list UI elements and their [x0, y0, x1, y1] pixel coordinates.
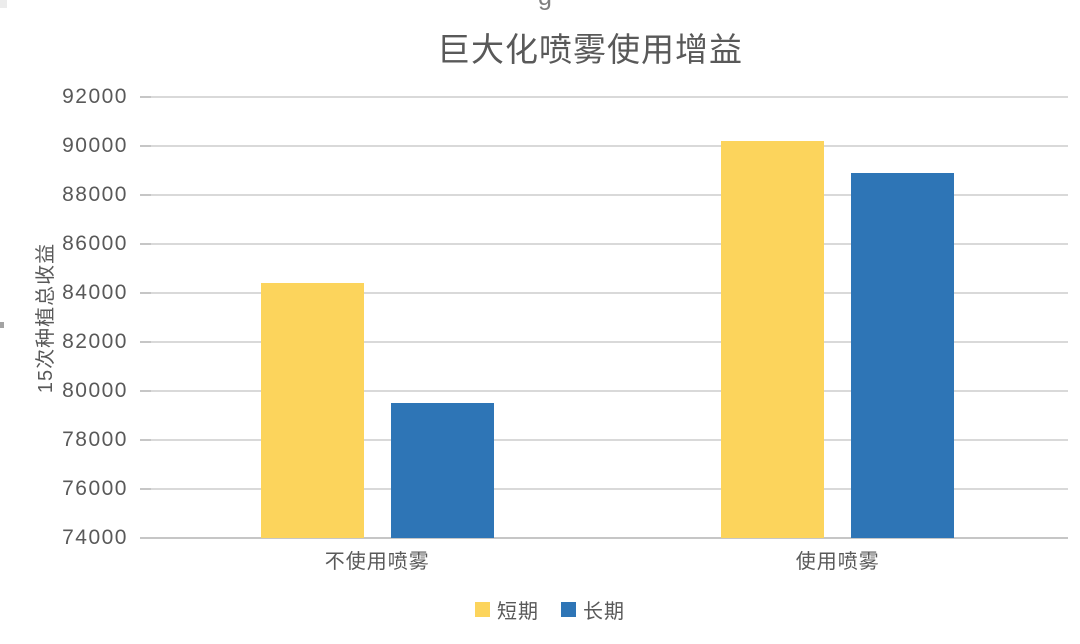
y-tick-mark — [140, 145, 151, 147]
gridline — [147, 488, 1068, 490]
y-tick-label: 84000 — [62, 281, 128, 304]
legend-swatch — [475, 601, 490, 617]
y-tick-mark — [140, 341, 151, 343]
y-tick-mark — [140, 488, 151, 490]
gridline — [147, 243, 1068, 245]
x-axis-line — [147, 537, 1068, 539]
legend-item-短期: 短期 — [475, 595, 539, 624]
y-tick-mark — [140, 439, 151, 441]
clipped-text-artifact: g — [534, 0, 570, 14]
y-tick-label: 88000 — [62, 183, 128, 206]
y-tick-label: 86000 — [62, 232, 128, 255]
left-edge-artifact — [0, 322, 4, 328]
gridline — [147, 145, 1068, 147]
y-tick-label: 90000 — [62, 134, 128, 157]
gridline — [147, 341, 1068, 343]
y-tick-label: 74000 — [62, 526, 128, 549]
y-axis-title: 15次种植总收益 — [35, 242, 57, 394]
y-tick-label: 82000 — [62, 330, 128, 353]
legend-label: 长期 — [583, 600, 625, 623]
plot-area — [147, 96, 1068, 539]
chart-title: 巨大化喷雾使用增益 — [437, 31, 743, 68]
y-tick-label: 92000 — [62, 85, 128, 108]
x-category-label: 使用喷雾 — [795, 551, 880, 573]
y-tick-label: 80000 — [62, 379, 128, 402]
bar-短期-不使用喷雾 — [260, 283, 364, 538]
gridline — [147, 390, 1068, 392]
clipped-letter: g — [538, 0, 552, 12]
legend-label: 短期 — [497, 600, 539, 623]
x-category-label: 不使用喷雾 — [324, 551, 430, 573]
bar-短期-使用喷雾 — [721, 141, 825, 538]
gridline — [147, 439, 1068, 441]
legend-item-长期: 长期 — [561, 595, 625, 624]
bar-长期-使用喷雾 — [851, 172, 955, 538]
y-tick-mark — [140, 390, 151, 392]
legend-swatch — [561, 601, 576, 617]
gridline — [147, 194, 1068, 196]
y-tick-mark — [140, 96, 151, 98]
y-tick-label: 78000 — [62, 428, 128, 451]
y-tick-mark — [140, 243, 151, 245]
y-tick-mark — [140, 292, 151, 294]
y-tick-mark — [140, 537, 151, 539]
y-tick-label: 76000 — [62, 477, 128, 500]
legend: 短期 长期 — [0, 594, 1080, 624]
bar-长期-不使用喷雾 — [390, 403, 494, 538]
corner-artifact — [0, 0, 7, 8]
gridline — [147, 292, 1068, 294]
y-tick-mark — [140, 194, 151, 196]
gridline — [147, 96, 1068, 98]
